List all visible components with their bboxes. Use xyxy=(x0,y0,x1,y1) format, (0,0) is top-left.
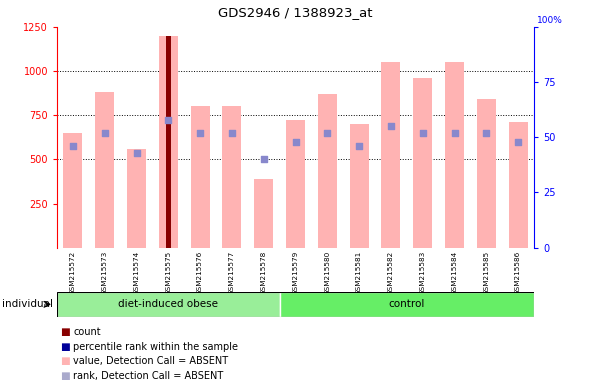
Point xyxy=(514,139,523,145)
Point xyxy=(354,143,364,149)
Text: GSM215580: GSM215580 xyxy=(325,251,331,295)
Bar xyxy=(57,292,280,317)
Point xyxy=(163,117,173,123)
Point xyxy=(418,130,428,136)
Text: value, Detection Call = ABSENT: value, Detection Call = ABSENT xyxy=(73,356,229,366)
Bar xyxy=(445,62,464,248)
Bar xyxy=(382,62,400,248)
Point xyxy=(482,130,491,136)
Text: GSM215577: GSM215577 xyxy=(229,251,235,295)
Text: ■: ■ xyxy=(60,327,70,337)
Text: percentile rank within the sample: percentile rank within the sample xyxy=(73,342,238,352)
Text: GSM215576: GSM215576 xyxy=(197,251,203,295)
Text: diet-induced obese: diet-induced obese xyxy=(118,299,218,310)
Point xyxy=(227,130,236,136)
Bar xyxy=(280,292,534,317)
Bar xyxy=(509,122,527,248)
Bar xyxy=(413,78,432,248)
Bar xyxy=(286,121,305,248)
Text: GSM215583: GSM215583 xyxy=(420,251,426,295)
Bar xyxy=(318,94,337,248)
Text: GSM215581: GSM215581 xyxy=(356,251,362,295)
Bar xyxy=(95,92,114,248)
Text: GDS2946 / 1388923_at: GDS2946 / 1388923_at xyxy=(218,6,373,19)
Bar xyxy=(191,106,209,248)
Text: GSM215584: GSM215584 xyxy=(452,251,458,295)
Point xyxy=(291,139,301,145)
Point xyxy=(450,130,460,136)
Text: GSM215578: GSM215578 xyxy=(261,251,267,295)
Text: count: count xyxy=(73,327,101,337)
Text: ■: ■ xyxy=(60,371,70,381)
Point xyxy=(68,143,78,149)
Bar xyxy=(254,179,273,248)
Text: GSM215573: GSM215573 xyxy=(102,251,108,295)
Bar xyxy=(159,36,178,248)
Bar xyxy=(223,106,241,248)
Text: GSM215572: GSM215572 xyxy=(70,251,76,295)
Text: ■: ■ xyxy=(60,356,70,366)
Point xyxy=(196,130,205,136)
Text: GSM215582: GSM215582 xyxy=(388,251,394,295)
Text: individual: individual xyxy=(2,299,53,310)
Text: GSM215585: GSM215585 xyxy=(484,251,490,295)
Bar xyxy=(166,36,171,248)
Bar xyxy=(350,124,368,248)
Text: GSM215574: GSM215574 xyxy=(133,251,139,295)
Point xyxy=(259,156,269,162)
Text: rank, Detection Call = ABSENT: rank, Detection Call = ABSENT xyxy=(73,371,223,381)
Bar xyxy=(127,149,146,248)
Text: GSM215586: GSM215586 xyxy=(515,251,521,295)
Bar xyxy=(477,99,496,248)
Bar xyxy=(64,133,82,248)
Text: GSM215579: GSM215579 xyxy=(293,251,299,295)
Text: control: control xyxy=(389,299,425,310)
Point xyxy=(100,130,110,136)
Point xyxy=(386,123,396,129)
Text: GSM215575: GSM215575 xyxy=(166,251,172,295)
Text: ■: ■ xyxy=(60,342,70,352)
Point xyxy=(323,130,332,136)
Text: 100%: 100% xyxy=(537,16,563,25)
Point xyxy=(132,150,142,156)
